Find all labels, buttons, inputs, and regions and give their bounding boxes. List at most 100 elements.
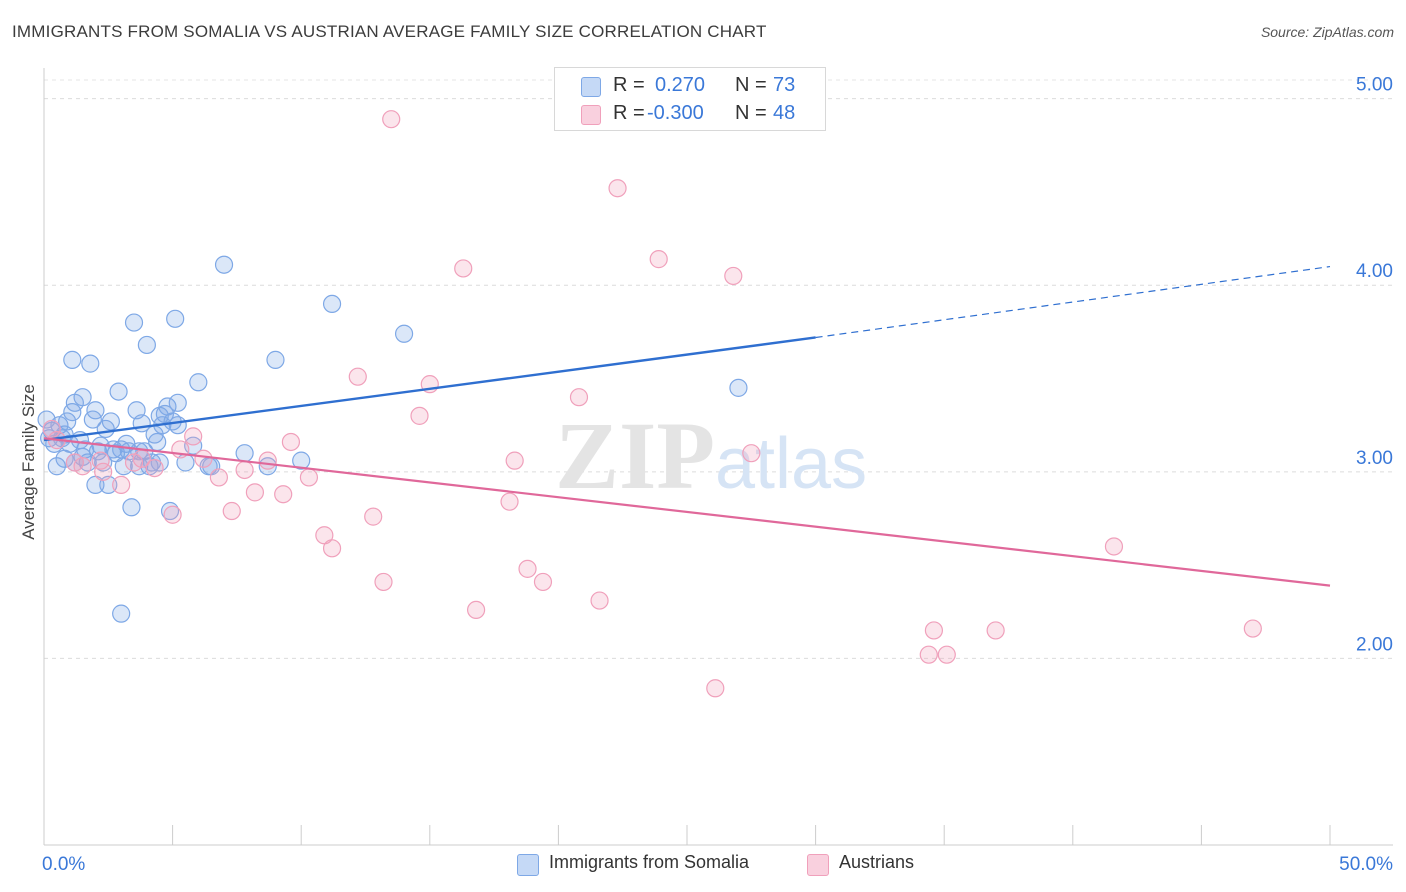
legend-n-label: N = <box>735 74 767 96</box>
y-axis-title: Average Family Size <box>19 384 38 540</box>
austrians-point <box>924 621 944 640</box>
austrians-point <box>281 432 301 452</box>
x-tick-label-min: 0.0% <box>42 854 85 875</box>
austrians-point <box>235 460 254 480</box>
austrians-point <box>569 388 589 407</box>
austrians-point <box>145 458 164 478</box>
somalia-point <box>47 457 66 476</box>
somalia-point <box>101 412 120 431</box>
somalia-trend-extension <box>815 265 1331 339</box>
somalia-point <box>155 404 174 424</box>
austrians-point <box>73 457 92 476</box>
austrians-point <box>742 444 761 463</box>
legend-row-austrians: R = -0.300 N = 48 <box>555 99 825 129</box>
bottom-legend-swatch-austrians <box>807 854 829 876</box>
somalia-point <box>189 373 208 392</box>
somalia-point <box>729 378 748 397</box>
austrians-point <box>94 462 113 481</box>
somalia-point <box>168 393 187 412</box>
somalia-point <box>137 335 156 355</box>
austrians-point <box>364 507 383 526</box>
somalia-point <box>168 416 187 435</box>
svg-text:atlas: atlas <box>715 424 867 504</box>
austrians-point <box>222 501 241 521</box>
somalia-point <box>166 309 185 328</box>
bottom-legend-label-somalia: Immigrants from Somalia <box>549 852 750 872</box>
austrians-point <box>184 427 203 446</box>
legend-r-value: -0.300 <box>647 102 704 124</box>
y-tick-label: 4.00 <box>1356 261 1393 282</box>
somalia-point <box>124 313 144 332</box>
austrians-point <box>533 572 553 592</box>
somalia-point <box>55 449 74 468</box>
somalia-point <box>148 432 167 452</box>
zipatlas-watermark: ZIP atlas <box>555 402 867 509</box>
x-tick-label-max: 50.0% <box>1339 854 1393 875</box>
somalia-point <box>94 453 113 472</box>
somalia-point <box>258 457 277 476</box>
austrians-point <box>410 406 429 425</box>
austrians-point <box>649 250 668 269</box>
austrians-point <box>505 451 524 470</box>
austrians-point <box>194 449 213 468</box>
austrians-point <box>1104 537 1124 556</box>
austrians-point <box>112 475 131 494</box>
austrians-point <box>299 468 319 487</box>
austrians-point <box>608 179 627 198</box>
somalia-point <box>122 498 141 517</box>
legend-row-somalia: R = 0.270 N = 73 <box>555 71 825 101</box>
somalia-point <box>63 350 82 369</box>
somalia-point <box>235 444 254 463</box>
somalia-point <box>86 401 105 420</box>
bottom-legend-swatch-somalia <box>517 854 539 876</box>
somalia-point <box>266 350 285 369</box>
somalia-trend-line <box>43 336 816 442</box>
legend-r-label: R = <box>613 102 645 124</box>
austrians-point <box>258 451 277 470</box>
legend-n-value: 48 <box>773 102 796 124</box>
somalia-point <box>73 388 92 407</box>
y-tick-label: 3.00 <box>1356 448 1393 469</box>
austrians-point <box>322 539 342 558</box>
austrians-point <box>937 645 956 664</box>
chart-title: IMMIGRANTS FROM SOMALIA VS AUSTRIAN AVER… <box>12 22 767 41</box>
austrians-point <box>466 600 486 620</box>
austrians-point <box>382 110 401 129</box>
austrians-point <box>518 559 537 578</box>
somalia-point <box>112 604 131 623</box>
austrians-point <box>986 621 1005 640</box>
bottom-legend-label-austrians: Austrians <box>839 852 915 872</box>
legend-n-label: N = <box>735 102 767 124</box>
somalia-point <box>130 442 149 461</box>
legend-swatch-somalia <box>581 77 601 97</box>
austrians-point <box>706 679 725 698</box>
somalia-point <box>81 354 100 373</box>
y-tick-label: 2.00 <box>1356 634 1393 655</box>
svg-text:ZIP: ZIP <box>555 402 715 509</box>
austrians-point <box>1243 619 1262 638</box>
austrians-point <box>245 483 265 502</box>
somalia-point <box>322 294 342 314</box>
y-tick-label: 5.00 <box>1356 75 1393 96</box>
austrians-point <box>163 505 182 524</box>
legend-box: R = 0.270 N = 73 R = -0.300 N = 48 <box>554 67 826 131</box>
austrians-point <box>42 419 61 439</box>
austrians-point <box>374 572 393 592</box>
austrians-trend-line <box>43 437 1331 587</box>
austrians-point <box>91 451 110 470</box>
austrians-point <box>348 367 367 386</box>
somalia-point <box>292 451 311 470</box>
legend-r-value: 0.270 <box>655 74 706 96</box>
somalia-point <box>150 453 169 472</box>
austrians-point <box>209 468 228 487</box>
legend-n-value: 73 <box>773 74 796 96</box>
somalia-point <box>394 324 414 343</box>
austrians-point <box>500 492 519 511</box>
somalia-point <box>58 412 77 431</box>
austrians-point <box>724 266 743 286</box>
legend-swatch-austrians <box>581 105 601 125</box>
somalia-point <box>214 255 234 274</box>
austrians-point <box>919 645 938 664</box>
legend-r-label: R = <box>613 74 645 96</box>
